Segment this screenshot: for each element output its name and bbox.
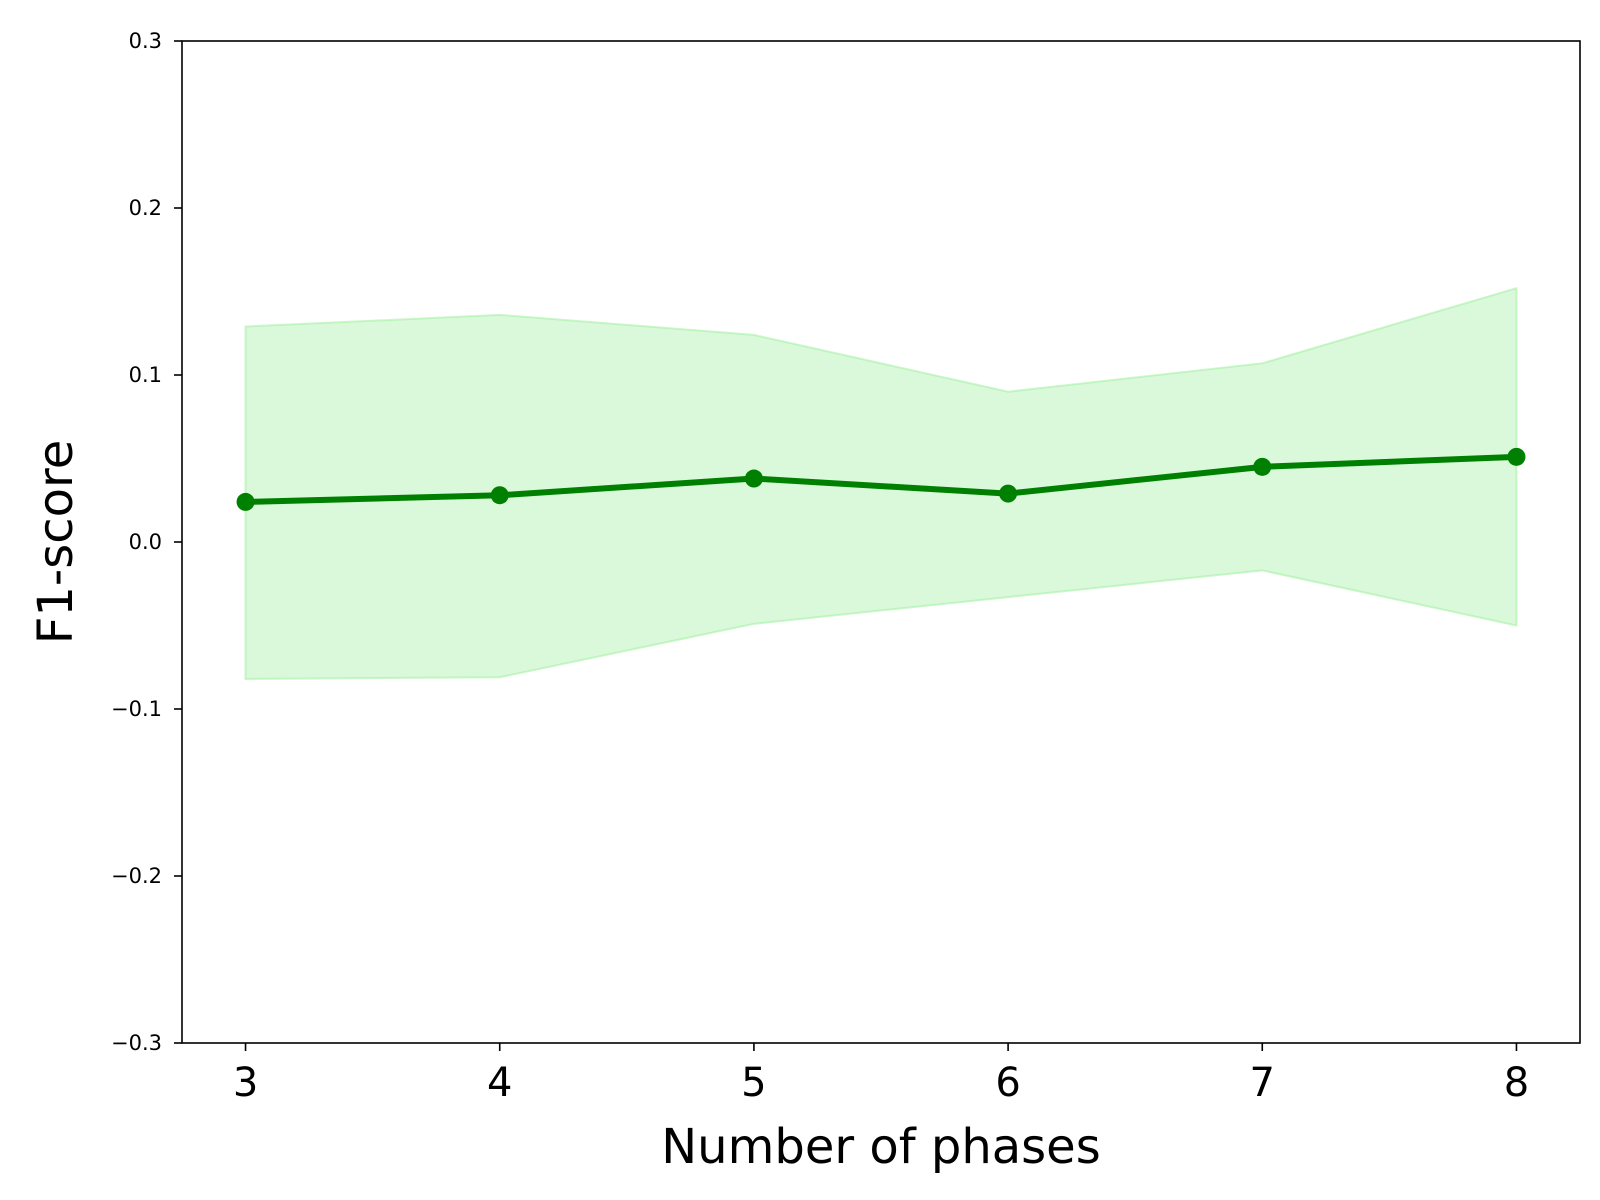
x-tick-label: 4 [487, 1060, 512, 1106]
x-tick-label: 6 [995, 1060, 1020, 1106]
y-tick-label: 0.1 [129, 363, 162, 387]
data-point [999, 484, 1018, 503]
x-tick-label: 8 [1504, 1060, 1529, 1106]
x-tick-label: 3 [233, 1060, 258, 1106]
y-tick-label: 0.2 [129, 196, 162, 220]
x-axis-ticks: 3 4 5 6 7 8 [233, 1043, 1529, 1106]
series-line [245, 453, 1517, 505]
data-point [490, 486, 509, 505]
y-axis-ticks: 0.3 0.2 0.1 0.0 −0.1 −0.2 −0.3 [111, 29, 182, 1055]
marker-layer [236, 447, 1526, 511]
x-axis-title: Number of phases [661, 1119, 1100, 1175]
data-point [1507, 447, 1526, 466]
x-tick-label: 7 [1250, 1060, 1275, 1106]
y-axis-title: F1-score [28, 440, 84, 644]
y-tick-label: 0.0 [129, 530, 162, 554]
y-tick-label: 0.3 [129, 29, 162, 53]
y-tick-label: −0.2 [111, 864, 162, 888]
line-layer [245, 453, 1517, 505]
data-point [744, 469, 763, 488]
y-tick-label: −0.1 [111, 697, 162, 721]
x-tick-label: 5 [741, 1060, 766, 1106]
data-point [236, 492, 255, 511]
y-tick-label: −0.3 [111, 1031, 162, 1055]
data-point [1253, 457, 1272, 476]
